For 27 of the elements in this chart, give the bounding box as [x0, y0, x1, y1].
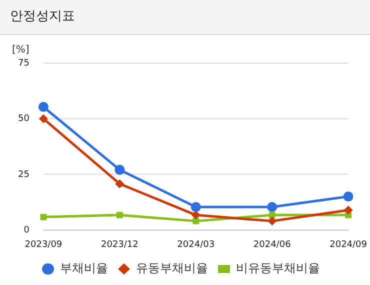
legend-label: 비유동부채비율 — [236, 261, 320, 276]
point — [115, 179, 124, 188]
point — [38, 114, 48, 124]
point — [191, 210, 200, 220]
y-tick-label: 50 — [18, 114, 30, 124]
point — [192, 218, 200, 224]
point — [116, 212, 123, 218]
y-tick-label: 25 — [18, 170, 30, 180]
point — [267, 202, 278, 212]
point — [190, 202, 201, 212]
point — [268, 212, 276, 218]
legend-label: 유동부채비율 — [136, 261, 208, 276]
point — [344, 206, 353, 215]
x-tick-label: 2023/12 — [100, 240, 138, 250]
y-axis-title: [%] — [12, 44, 30, 56]
point — [343, 192, 354, 202]
legend-label: 부채비율 — [60, 261, 108, 276]
y-tick-label: 0 — [24, 226, 30, 236]
point — [268, 216, 277, 226]
x-tick-label: 2023/09 — [24, 240, 62, 250]
point — [38, 102, 48, 112]
point — [114, 164, 125, 175]
x-tick-label: 2024/06 — [253, 240, 292, 250]
y-tick-label: 75 — [18, 58, 30, 68]
x-tick-label: 2024/03 — [177, 240, 215, 250]
x-tick-label: 2024/09 — [330, 240, 368, 250]
chart-title: 안정성지표 — [0, 0, 370, 35]
